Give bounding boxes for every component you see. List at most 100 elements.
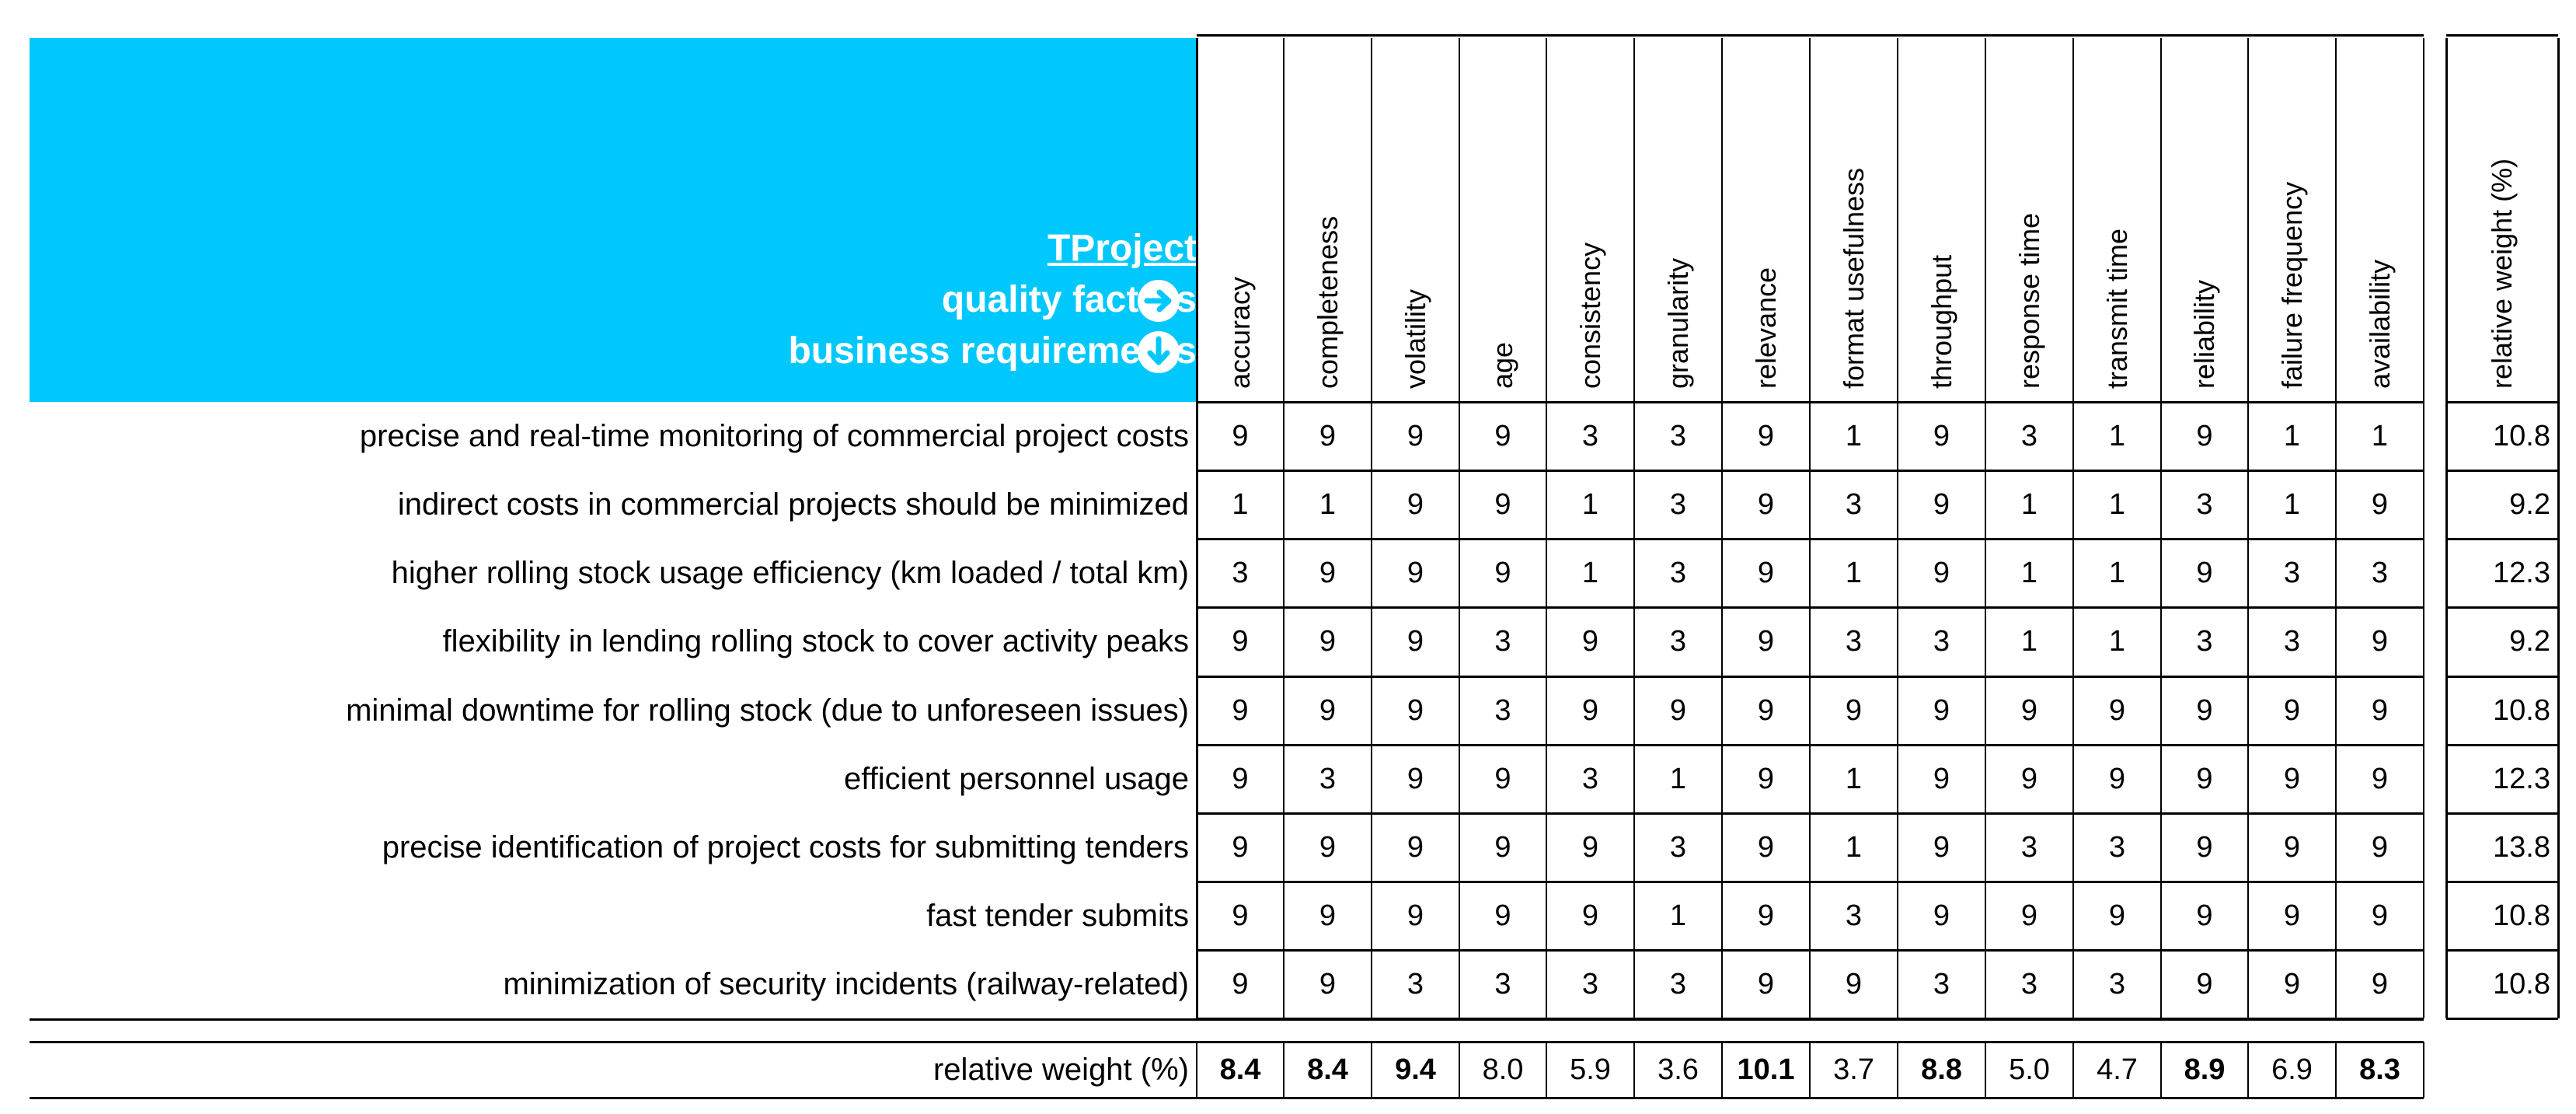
matrix-cell: 9 [1581,831,1599,864]
footer-divider [1985,1042,1986,1098]
weight-row-divider [2446,744,2558,746]
header-block [30,38,1197,402]
matrix-cell: 1 [1669,899,1687,932]
matrix-cell: 9 [2196,763,2213,795]
matrix-cell: 9 [2196,831,2213,864]
row-divider [1197,538,2424,540]
matrix-cell: 9 [1407,420,1424,452]
matrix-cell: 3 [2196,625,2213,658]
matrix-cell: 9 [2371,831,2389,864]
column-header-label: availability [2363,259,2396,389]
matrix-cell: 9 [1933,831,1950,864]
row-label: higher rolling stock usage efficiency (k… [391,556,1189,590]
row-label: minimal downtime for rolling stock (due … [346,693,1189,728]
matrix-cell: 9 [1407,488,1424,521]
matrix-cell: 1 [2371,420,2389,452]
matrix-cell: 3 [1669,625,1687,658]
row-weight-cell: 12.3 [2493,763,2550,795]
footer-weight-cell: 10.1 [1737,1053,1795,1086]
matrix-cell: 1 [2020,625,2038,658]
matrix-cell: 9 [2020,899,2038,932]
row-divider [1197,812,2424,815]
matrix-cell: 9 [1757,625,1775,658]
row-label: efficient personnel usage [843,762,1189,796]
footer-divider [1721,1042,1723,1098]
footer-weight-cell: 8.0 [1482,1053,1524,1086]
footer-divider [2160,1042,2162,1098]
matrix-cell: 3 [1407,968,1424,1001]
matrix-cell: 9 [1757,488,1775,521]
row-label: precise and real-time monitoring of comm… [359,419,1189,453]
weight-column-header-label: relative weight (%) [2486,158,2518,389]
row-divider [1197,470,2424,472]
project-link[interactable]: TProject [1047,228,1197,269]
matrix-cell: 9 [2196,694,2213,727]
matrix-cell: 9 [1232,899,1249,932]
matrix-cell: 3 [1669,557,1687,589]
matrix-cell: 9 [2371,694,2389,727]
row-weight-cell: 13.8 [2493,831,2550,864]
matrix-cell: 9 [2283,694,2301,727]
weight-row-divider [2446,881,2558,883]
matrix-cell: 1 [2108,488,2126,521]
matrix-cell: 9 [1494,420,1511,452]
column-divider [1283,38,1285,1018]
footer-weight-cell: 8.4 [1307,1053,1348,1086]
double-rule-1 [30,1018,2424,1021]
matrix-cell: 9 [1319,420,1337,452]
matrix-cell: 3 [1319,763,1337,795]
matrix-cell: 3 [1581,420,1599,452]
column-header-label: granularity [1661,257,1694,389]
matrix-cell: 1 [1845,557,1863,589]
matrix-cell: 3 [1494,694,1511,727]
footer-weight-cell: 3.7 [1833,1053,1874,1086]
matrix-cell: 9 [2371,968,2389,1001]
matrix-cell: 9 [1933,557,1950,589]
matrix-cell: 1 [2020,557,2038,589]
matrix-cell: 3 [2283,625,2301,658]
matrix-cell: 9 [1407,625,1424,658]
matrix-cell: 9 [2371,488,2389,521]
matrix-cell: 9 [1494,763,1511,795]
matrix-cell: 9 [2283,831,2301,864]
matrix-cell: 9 [1319,625,1337,658]
matrix-cell: 1 [1845,831,1863,864]
matrix-cell: 9 [1407,899,1424,932]
matrix-cell: 9 [2283,899,2301,932]
column-header-label: throughput [1925,254,1957,389]
matrix-cell: 3 [2020,420,2038,452]
matrix-cell: 9 [1757,968,1775,1001]
column-header-label: volatility [1399,288,1431,389]
matrix-cell: 9 [1494,557,1511,589]
arrow-right-circle-icon [1138,280,1180,322]
column-divider [1633,38,1635,1018]
arrow-down-circle-icon [1138,331,1180,373]
footer-divider [1897,1042,1898,1098]
matrix-cell: 9 [1232,831,1249,864]
weight-row-divider [2446,606,2558,609]
matrix-cell: 1 [1845,420,1863,452]
matrix-cell: 9 [2371,763,2389,795]
matrix-cell: 9 [1494,488,1511,521]
matrix-cell: 9 [1757,420,1775,452]
weight-row-divider [2446,538,2558,540]
row-divider [1197,401,2424,403]
matrix-cell: 9 [2020,763,2038,795]
matrix-cell: 1 [1581,557,1599,589]
matrix-cell: 1 [1581,488,1599,521]
row-label: precise identification of project costs … [382,830,1189,864]
matrix-cell: 9 [2196,968,2213,1001]
footer-divider [2072,1042,2074,1098]
footer-weight-cell: 8.8 [1921,1053,1962,1086]
matrix-cell: 3 [2108,831,2126,864]
footer-weight-cell: 3.6 [1657,1053,1699,1086]
column-divider [1809,38,1811,1018]
matrix-cell: 1 [2108,557,2126,589]
footer-divider [1546,1042,1547,1098]
column-header-label: completeness [1311,215,1344,389]
row-label: indirect costs in commercial projects sh… [397,487,1189,522]
matrix-cell: 9 [1494,899,1511,932]
matrix-cell: 9 [2371,899,2389,932]
matrix-cell: 1 [2283,420,2301,452]
column-divider [1897,38,1898,1018]
